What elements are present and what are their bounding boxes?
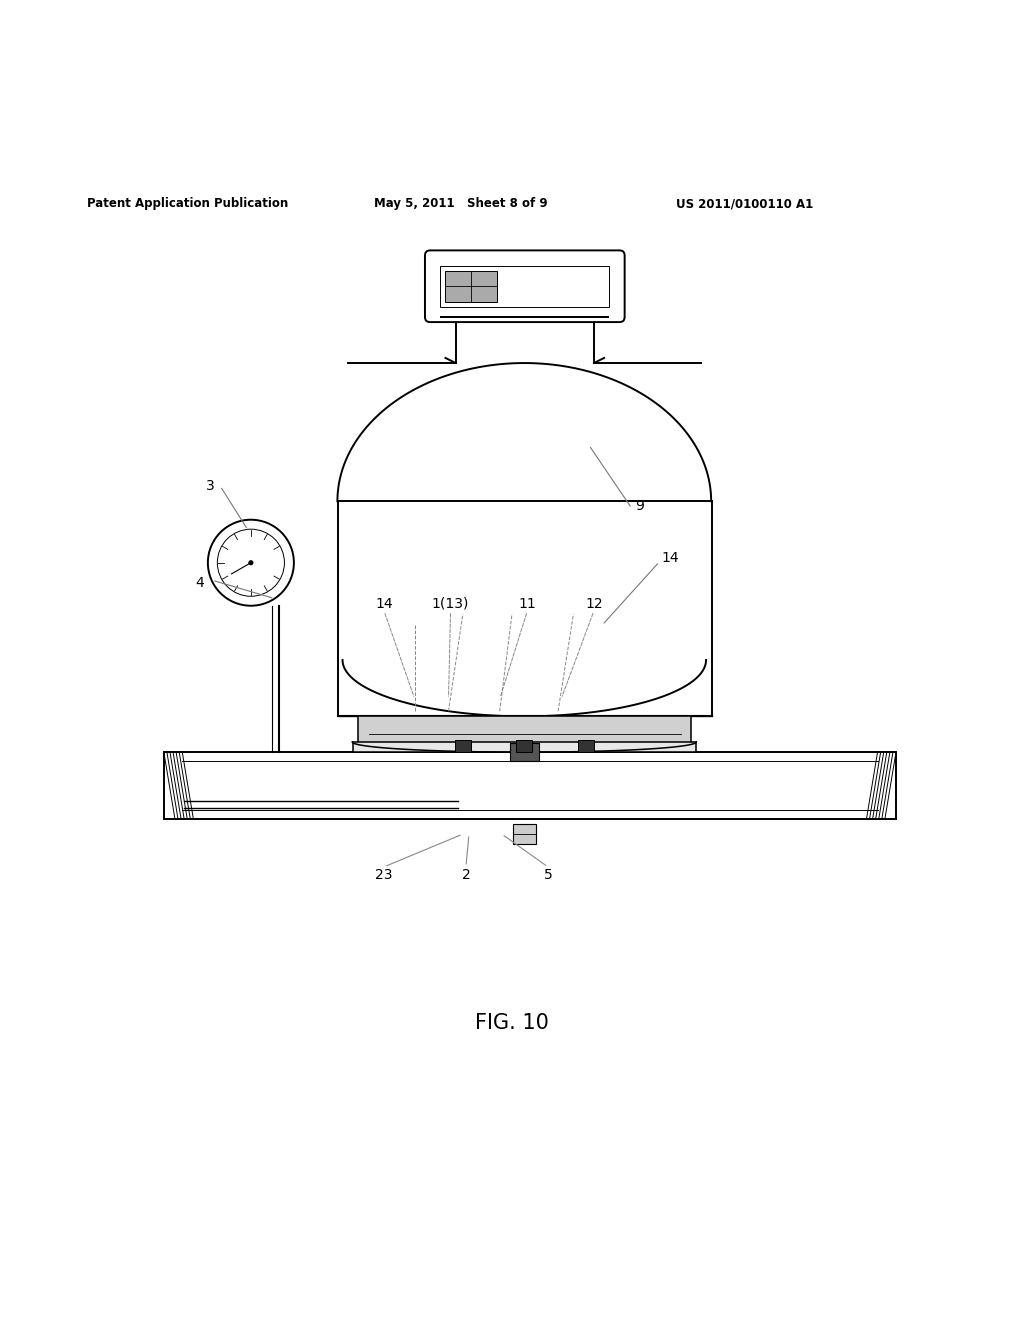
Text: 11: 11 [518,597,537,611]
Text: 12: 12 [585,597,603,611]
Circle shape [248,560,254,565]
Text: 4: 4 [196,577,204,590]
Polygon shape [516,741,532,752]
Polygon shape [353,742,696,752]
Polygon shape [445,271,497,301]
Polygon shape [513,824,536,845]
Text: US 2011/0100110 A1: US 2011/0100110 A1 [676,197,813,210]
Polygon shape [578,741,594,752]
Text: 3: 3 [206,479,214,492]
Polygon shape [358,717,691,752]
Circle shape [208,520,294,606]
Text: 5: 5 [544,869,552,882]
Text: May 5, 2011   Sheet 8 of 9: May 5, 2011 Sheet 8 of 9 [374,197,548,210]
Polygon shape [510,743,539,762]
Text: 2: 2 [462,869,470,882]
Text: 14: 14 [375,597,393,611]
Text: 14: 14 [662,550,680,565]
Text: Patent Application Publication: Patent Application Publication [87,197,289,210]
Text: 9: 9 [636,499,644,513]
Text: 23: 23 [375,869,393,882]
Text: FIG. 10: FIG. 10 [475,1014,549,1034]
Polygon shape [455,741,471,752]
FancyBboxPatch shape [425,251,625,322]
Text: 1(13): 1(13) [432,597,469,611]
